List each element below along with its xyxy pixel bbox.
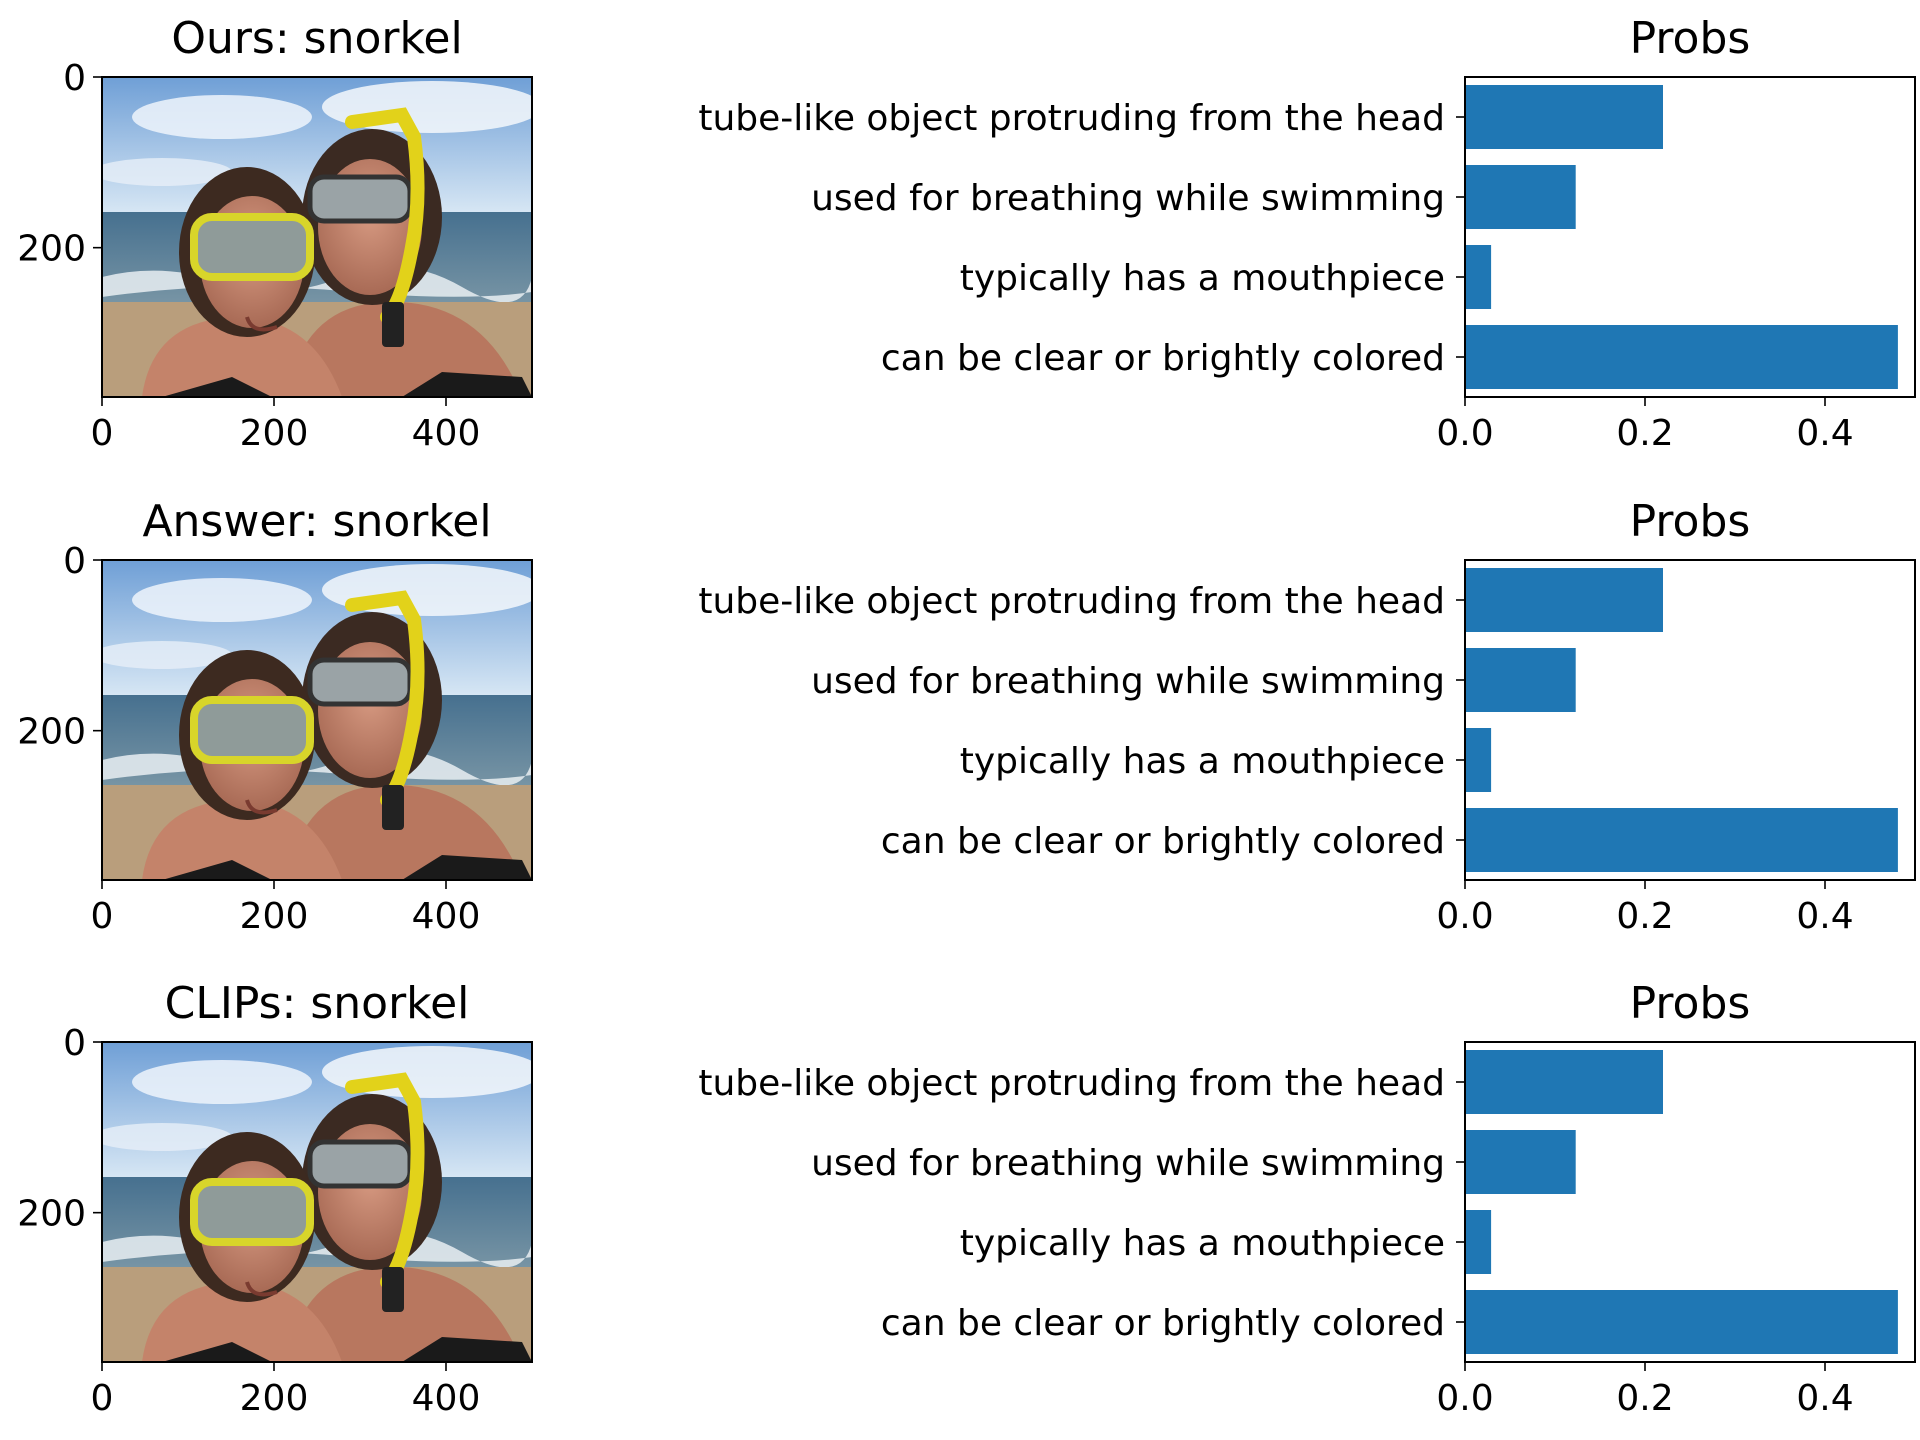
chart-axes-frame xyxy=(1464,559,1916,881)
beach-photo xyxy=(92,77,542,397)
ytick-label: can be clear or brightly colored xyxy=(881,338,1445,379)
chart-axes-frame xyxy=(1464,76,1916,398)
image-ytick-label: 200 xyxy=(17,1194,86,1235)
image-ytick-label: 0 xyxy=(63,541,86,582)
image-xtick-label: 200 xyxy=(240,413,309,454)
xtick-label: 0.2 xyxy=(1616,413,1673,454)
image-xtick-label: 0 xyxy=(91,413,114,454)
xtick-label: 0.0 xyxy=(1436,1378,1493,1419)
ytick-label: used for breathing while swimming xyxy=(811,661,1445,702)
image-xtick-label: 200 xyxy=(240,896,309,937)
bar xyxy=(1465,165,1576,229)
image-ytick-label: 0 xyxy=(63,58,86,99)
ytick-label: used for breathing while swimming xyxy=(811,1143,1445,1184)
image-title: Ours: snorkel xyxy=(171,13,462,64)
image-axes-frame xyxy=(101,76,533,398)
ytick-label: typically has a mouthpiece xyxy=(960,1223,1445,1264)
bar xyxy=(1465,1050,1663,1114)
bar xyxy=(1465,728,1492,792)
chart-axes-frame xyxy=(1464,1041,1916,1363)
xtick-label: 0.4 xyxy=(1796,413,1853,454)
xtick-label: 0.2 xyxy=(1616,1378,1673,1419)
image-title: Answer: snorkel xyxy=(142,496,491,547)
xtick-label: 0.2 xyxy=(1616,896,1673,937)
bar xyxy=(1465,245,1492,309)
image-xtick-label: 400 xyxy=(412,1378,481,1419)
ytick-label: typically has a mouthpiece xyxy=(960,258,1445,299)
image-ytick-label: 200 xyxy=(17,229,86,270)
image-axes-frame xyxy=(101,559,533,881)
bar xyxy=(1465,325,1898,389)
ytick-label: can be clear or brightly colored xyxy=(881,821,1445,862)
image-xtick-label: 400 xyxy=(412,413,481,454)
beach-photo xyxy=(92,560,542,880)
xtick-label: 0.4 xyxy=(1796,896,1853,937)
ytick-label: tube-like object protruding from the hea… xyxy=(698,581,1445,622)
ytick-label: typically has a mouthpiece xyxy=(960,741,1445,782)
chart-title: Probs xyxy=(1630,496,1751,547)
image-xtick-label: 0 xyxy=(91,896,114,937)
bar xyxy=(1465,808,1898,872)
bar xyxy=(1465,1130,1576,1194)
ytick-label: tube-like object protruding from the hea… xyxy=(698,1063,1445,1104)
bar xyxy=(1465,568,1663,632)
chart-title: Probs xyxy=(1630,978,1751,1029)
image-xtick-label: 400 xyxy=(412,896,481,937)
ytick-label: tube-like object protruding from the hea… xyxy=(698,98,1445,139)
figure-row: Ours: snorkel 0 200 0 200 400 Probs tube-like o… xyxy=(17,13,1916,454)
xtick-label: 0.0 xyxy=(1436,413,1493,454)
xtick-label: 0.4 xyxy=(1796,1378,1853,1419)
ytick-label: used for breathing while swimming xyxy=(811,178,1445,219)
bar xyxy=(1465,1210,1492,1274)
image-xtick-label: 0 xyxy=(91,1378,114,1419)
bar xyxy=(1465,648,1576,712)
image-title: CLIPs: snorkel xyxy=(165,978,470,1029)
ytick-label: can be clear or brightly colored xyxy=(881,1303,1445,1344)
bar xyxy=(1465,1290,1898,1354)
image-xtick-label: 200 xyxy=(240,1378,309,1419)
chart-title: Probs xyxy=(1630,13,1751,64)
image-ytick-label: 0 xyxy=(63,1023,86,1064)
figure-row: Answer: snorkel 0 200 0 200 400 Probs tube-like… xyxy=(17,496,1916,937)
figure-row: CLIPs: snorkel 0 200 0 200 400 Probs tube-like … xyxy=(17,978,1916,1419)
beach-photo xyxy=(92,1042,542,1362)
xtick-label: 0.0 xyxy=(1436,896,1493,937)
image-ytick-label: 200 xyxy=(17,712,86,753)
bar xyxy=(1465,85,1663,149)
image-axes-frame xyxy=(101,1041,533,1363)
